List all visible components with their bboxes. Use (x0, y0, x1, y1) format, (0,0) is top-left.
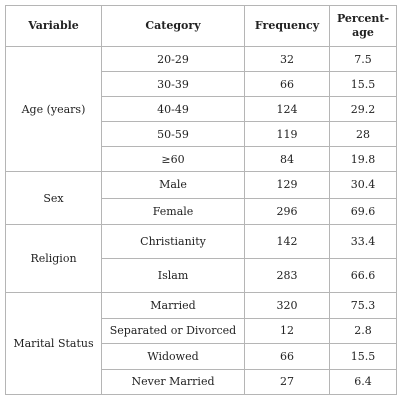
table-row: Separated or Divorced 12 2.8 (6, 317, 397, 344)
category-cell: 20-29 (101, 46, 245, 72)
percentage-cell: 30.4 (329, 171, 397, 199)
header-row: Variable Category Frequency Percent-age (5, 5, 397, 47)
table-row: 50-59 119 28 (6, 121, 397, 147)
category-cell: Widowed (101, 343, 245, 370)
header-cell: Variable (5, 5, 102, 47)
frequency-cell: 84 (244, 146, 330, 172)
table-row: Religion Christianity 142 33.4 (5, 224, 397, 293)
group-label: Age (years) (5, 46, 102, 172)
table-row: Sex Male 129 30.4 (5, 171, 397, 225)
category-cell: Christianity (101, 224, 245, 259)
category-cell: 40-49 (101, 96, 245, 122)
table-row: ≥60 84 19.8 (6, 146, 397, 172)
frequency-cell: 129 (244, 171, 330, 199)
percentage-cell: 29.2 (329, 96, 397, 122)
table-row: 40-49 124 29.2 (6, 96, 397, 122)
percentage-cell: 69.6 (329, 197, 397, 225)
frequency-cell: 124 (244, 96, 330, 122)
frequency-cell: 27 (244, 368, 330, 395)
frequency-cell: 66 (244, 343, 330, 370)
header-cell: Frequency (244, 5, 330, 47)
frequency-cell: 32 (244, 46, 330, 72)
percentage-cell: 75.3 (329, 292, 397, 319)
percentage-cell: 6.4 (329, 368, 397, 395)
frequency-cell: 119 (244, 121, 330, 147)
category-cell: Never Married (101, 368, 245, 395)
table-row: Age (years) 20-29 32 7.5 (5, 46, 397, 172)
table-body: Age (years) 20-29 32 7.5 30-39 66 15.5 40-49 124… (5, 46, 397, 395)
percentage-cell: 15.5 (329, 71, 397, 97)
header-cell: Percent-age (329, 5, 397, 47)
header-cell: Category (101, 5, 245, 47)
frequency-cell: 283 (244, 258, 330, 293)
percentage-cell: 66.6 (329, 258, 397, 293)
table-row: Widowed 66 15.5 (6, 343, 397, 370)
table-row: Marital Status Married 320 75.3 (5, 292, 397, 395)
table-row: Never Married 27 6.4 (6, 368, 397, 395)
data-table: Variable Category Frequency Percent-age … (5, 5, 397, 395)
percentage-cell: 2.8 (329, 317, 397, 344)
percentage-cell: 7.5 (329, 46, 397, 72)
percentage-cell: 19.8 (329, 146, 397, 172)
frequency-cell: 142 (244, 224, 330, 259)
group-label: Religion (5, 224, 102, 293)
table-row: Islam 283 66.6 (6, 258, 397, 293)
percentage-cell: 33.4 (329, 224, 397, 259)
category-cell: Married (101, 292, 245, 319)
category-cell: 30-39 (101, 71, 245, 97)
category-cell: Islam (101, 258, 245, 293)
frequency-cell: 296 (244, 197, 330, 225)
frequency-cell: 320 (244, 292, 330, 319)
category-cell: Separated or Divorced (101, 317, 245, 344)
category-cell: ≥60 (101, 146, 245, 172)
frequency-cell: 66 (244, 71, 330, 97)
percentage-cell: 15.5 (329, 343, 397, 370)
table-row: Female 296 69.6 (6, 197, 397, 225)
group-label: Sex (5, 171, 102, 225)
frequency-cell: 12 (244, 317, 330, 344)
percentage-cell: 28 (329, 121, 397, 147)
category-cell: Male (101, 171, 245, 199)
category-cell: 50-59 (101, 121, 245, 147)
category-cell: Female (101, 197, 245, 225)
group-label: Marital Status (5, 292, 102, 395)
table-row: 30-39 66 15.5 (6, 71, 397, 97)
